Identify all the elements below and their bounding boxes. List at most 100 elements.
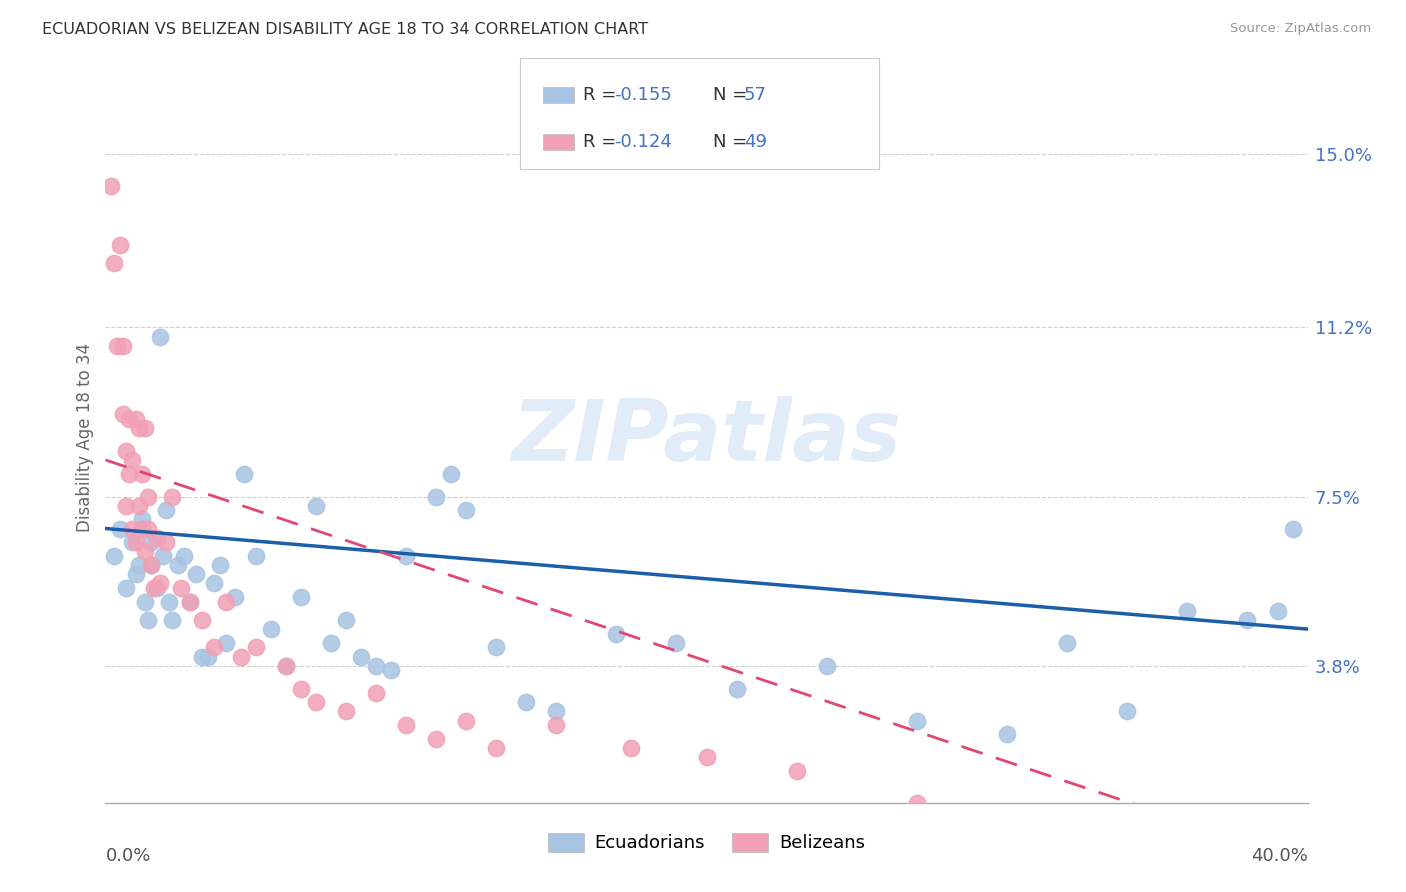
Point: [139, 558, 162, 573]
Point: [118, 412, 141, 426]
Point: [274, 658, 297, 673]
Point: [454, 714, 477, 728]
Text: -0.155: -0.155: [614, 87, 672, 104]
Point: [546, 718, 568, 732]
Point: [786, 764, 808, 778]
Point: [546, 705, 568, 719]
Point: [169, 581, 191, 595]
Point: [995, 727, 1018, 741]
Point: [425, 731, 447, 746]
Point: [131, 521, 153, 535]
Point: [245, 640, 267, 655]
Point: [1116, 705, 1139, 719]
Point: [121, 521, 143, 535]
Point: [515, 695, 537, 709]
Point: [155, 535, 177, 549]
Point: [142, 581, 165, 595]
Point: [232, 467, 254, 481]
Point: [224, 590, 246, 604]
Point: [118, 467, 141, 481]
Point: [107, 338, 129, 352]
Point: [115, 499, 138, 513]
Point: [245, 549, 267, 563]
Point: [319, 636, 342, 650]
Point: [454, 503, 477, 517]
Point: [335, 705, 357, 719]
Text: N =: N =: [713, 134, 752, 152]
Text: -0.124: -0.124: [614, 134, 672, 152]
Point: [152, 549, 174, 563]
Point: [905, 796, 928, 810]
Point: [364, 686, 387, 700]
Point: [136, 521, 159, 535]
Text: R =: R =: [583, 87, 623, 104]
Text: 40.0%: 40.0%: [1251, 847, 1308, 864]
Point: [620, 740, 643, 755]
Point: [229, 649, 252, 664]
Point: [485, 640, 508, 655]
Point: [815, 658, 838, 673]
Text: Source: ZipAtlas.com: Source: ZipAtlas.com: [1230, 22, 1371, 36]
Point: [1267, 604, 1289, 618]
Point: [115, 443, 138, 458]
Point: [134, 594, 156, 608]
Point: [136, 613, 159, 627]
Point: [260, 622, 283, 636]
Point: [128, 421, 150, 435]
Point: [190, 613, 212, 627]
Point: [134, 421, 156, 435]
Point: [131, 467, 153, 481]
Point: [173, 549, 195, 563]
Point: [110, 238, 132, 252]
Point: [112, 338, 135, 352]
Point: [485, 740, 508, 755]
Point: [1236, 613, 1258, 627]
Point: [1281, 521, 1303, 535]
Point: [103, 256, 125, 270]
Point: [214, 636, 236, 650]
Point: [134, 544, 156, 558]
Text: 49: 49: [744, 134, 766, 152]
Legend: Ecuadorians, Belizeans: Ecuadorians, Belizeans: [540, 826, 873, 860]
Point: [1056, 636, 1078, 650]
Point: [290, 681, 312, 696]
Point: [124, 412, 146, 426]
Point: [160, 613, 183, 627]
Point: [395, 549, 418, 563]
Point: [202, 576, 225, 591]
Text: ZIPatlas: ZIPatlas: [512, 395, 901, 479]
Point: [124, 567, 146, 582]
Point: [148, 576, 170, 591]
Text: N =: N =: [713, 87, 752, 104]
Point: [335, 613, 357, 627]
Text: ECUADORIAN VS BELIZEAN DISABILITY AGE 18 TO 34 CORRELATION CHART: ECUADORIAN VS BELIZEAN DISABILITY AGE 18…: [42, 22, 648, 37]
Point: [110, 521, 132, 535]
Point: [145, 531, 167, 545]
Point: [139, 535, 162, 549]
Point: [425, 490, 447, 504]
Point: [128, 499, 150, 513]
Point: [136, 490, 159, 504]
Point: [605, 626, 627, 640]
Point: [157, 594, 180, 608]
Point: [905, 714, 928, 728]
Point: [115, 581, 138, 595]
Point: [121, 453, 143, 467]
Point: [208, 558, 231, 573]
Point: [395, 718, 418, 732]
Point: [725, 681, 748, 696]
Point: [179, 594, 201, 608]
Point: [155, 503, 177, 517]
Point: [190, 649, 212, 664]
Text: 57: 57: [744, 87, 766, 104]
Point: [121, 535, 143, 549]
Point: [1175, 604, 1198, 618]
Point: [100, 178, 122, 193]
Point: [131, 512, 153, 526]
Point: [160, 490, 183, 504]
Point: [380, 663, 402, 677]
Point: [124, 535, 146, 549]
Point: [128, 558, 150, 573]
Point: [290, 590, 312, 604]
Point: [274, 658, 297, 673]
